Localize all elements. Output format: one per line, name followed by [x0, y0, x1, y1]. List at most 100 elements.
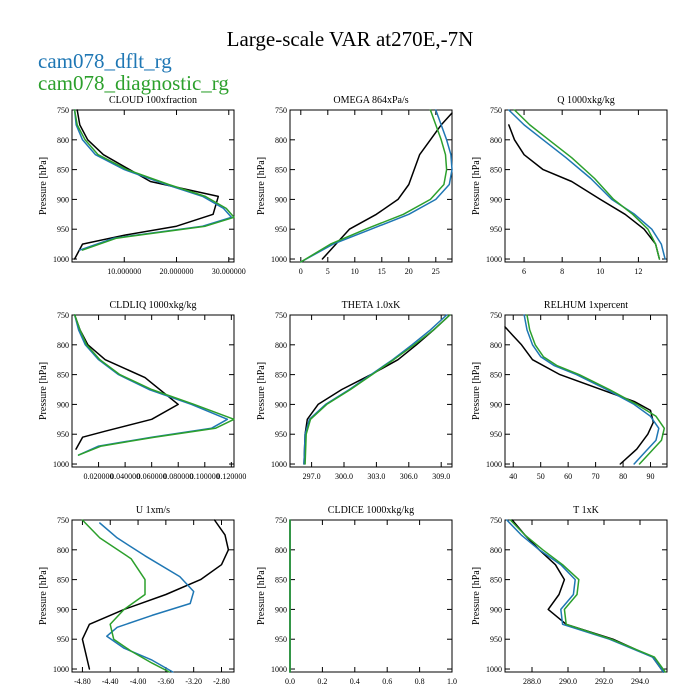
- x-tick-label: 0.060000: [137, 472, 167, 481]
- x-tick-label: 288.0: [523, 677, 541, 686]
- y-tick-label: 800: [490, 546, 502, 555]
- y-tick-label: 1000: [486, 255, 502, 264]
- panel-7: U 1xm/s Pressure [hPa] 750 800 850 900 950 1000…: [38, 505, 235, 686]
- series-line-3: [304, 314, 451, 465]
- y-axis-label: Pressure [hPa]: [471, 157, 482, 215]
- x-tick-label: 0.100000: [190, 472, 220, 481]
- panel-title: CLDICE 1000xkg/kg: [328, 505, 414, 516]
- y-tick-label: 750: [275, 516, 287, 525]
- panel-title: RELHUM 1xpercent: [544, 300, 628, 311]
- x-tick-label: 0: [299, 267, 303, 276]
- y-tick-label: 750: [57, 106, 69, 115]
- y-tick-label: 750: [490, 311, 502, 320]
- x-tick-label: 0.6: [382, 677, 392, 686]
- x-tick-label: 297.0: [303, 472, 321, 481]
- x-tick-label: -3.60: [158, 677, 175, 686]
- y-tick-label: 950: [275, 225, 287, 234]
- y-tick-label: 1000: [53, 255, 69, 264]
- panel-title: OMEGA 864xPa/s: [333, 95, 408, 106]
- y-tick-label: 950: [490, 430, 502, 439]
- panel-title: Q 1000xkg/kg: [557, 95, 615, 106]
- plot-frame: [289, 519, 453, 673]
- series-line-2: [523, 314, 660, 465]
- series-line-3: [526, 314, 666, 465]
- x-tick-label: 0.040000: [110, 472, 140, 481]
- y-tick-label: 950: [490, 635, 502, 644]
- series-line-2: [99, 522, 195, 673]
- panel-1: CLOUD 100xfraction Pressure [hPa] 750 800 85…: [38, 95, 246, 276]
- series-line-2: [73, 314, 229, 456]
- y-tick-label: 950: [57, 635, 69, 644]
- y-axis-label: Pressure [hPa]: [471, 362, 482, 420]
- y-tick-label: 800: [490, 341, 502, 350]
- y-axis-label: Pressure [hPa]: [471, 567, 482, 625]
- series-line-3: [81, 519, 171, 673]
- y-tick-label: 850: [275, 166, 287, 175]
- y-tick-label: 1000: [53, 460, 69, 469]
- series-line-3: [73, 109, 235, 251]
- x-tick-label: 90: [647, 472, 655, 481]
- x-tick-label: 15: [378, 267, 386, 276]
- x-tick-label: -2.80: [213, 677, 230, 686]
- y-tick-label: 850: [275, 576, 287, 585]
- x-tick-label: 10: [596, 267, 604, 276]
- x-tick-label: 12: [634, 267, 642, 276]
- y-tick-label: 750: [490, 516, 502, 525]
- panel-6: RELHUM 1xpercent Pressure [hPa] 750 800 850 9…: [471, 300, 668, 481]
- series-line-2: [300, 109, 453, 263]
- x-tick-label: 25: [432, 267, 440, 276]
- x-tick-label: 0.080000: [163, 472, 193, 481]
- figure-title: Large-scale VAR at270E,-7N: [226, 27, 474, 51]
- y-tick-label: 950: [490, 225, 502, 234]
- y-tick-label: 900: [490, 400, 502, 409]
- x-tick-label: -4.00: [130, 677, 147, 686]
- x-tick-label: 292.0: [595, 677, 613, 686]
- y-tick-label: 850: [490, 371, 502, 380]
- panel-title: U 1xm/s: [136, 505, 170, 516]
- y-axis-label: Pressure [hPa]: [256, 362, 267, 420]
- x-tick-label: 70: [592, 472, 600, 481]
- x-tick-label: 0.020000: [84, 472, 114, 481]
- x-tick-label: 0.0: [285, 677, 295, 686]
- panel-3: Q 1000xkg/kg Pressure [hPa] 750 800 850 900 95…: [471, 95, 668, 276]
- plot-frame: [504, 314, 668, 468]
- series-line-1: [303, 314, 451, 465]
- series-line-1: [504, 326, 655, 465]
- y-tick-label: 800: [275, 341, 287, 350]
- x-tick-label: 10: [351, 267, 359, 276]
- y-axis-label: Pressure [hPa]: [38, 362, 49, 420]
- x-tick-label: 309.0: [432, 472, 450, 481]
- panel-title: CLDLIQ 1000xkg/kg: [110, 300, 197, 311]
- y-tick-label: 750: [275, 311, 287, 320]
- x-tick-label: 30.000000: [212, 267, 246, 276]
- panel-2: OMEGA 864xPa/s Pressure [hPa] 750 800 850 900…: [256, 95, 453, 276]
- y-tick-label: 850: [57, 576, 69, 585]
- y-axis-label: Pressure [hPa]: [256, 567, 267, 625]
- y-tick-label: 900: [57, 195, 69, 204]
- legend-entry-diagnostic: cam078_diagnostic_rg: [38, 71, 229, 95]
- y-tick-label: 750: [57, 516, 69, 525]
- plot-frame: [71, 519, 235, 673]
- y-tick-label: 950: [57, 225, 69, 234]
- panel-9: T 1xK Pressure [hPa] 750 800 850 900 950 1000 28…: [471, 505, 668, 686]
- x-tick-label: 290.0: [559, 677, 577, 686]
- series-line-1: [81, 519, 230, 670]
- x-tick-label: 20.000000: [160, 267, 194, 276]
- y-tick-label: 900: [275, 400, 287, 409]
- y-tick-label: 850: [490, 576, 502, 585]
- x-tick-label: 80: [619, 472, 627, 481]
- x-tick-label: 8: [560, 267, 564, 276]
- y-tick-label: 800: [275, 136, 287, 145]
- x-tick-label: 6: [522, 267, 526, 276]
- x-tick-label: 0.120000: [216, 472, 246, 481]
- y-tick-label: 900: [57, 400, 69, 409]
- series-line-2: [506, 519, 665, 673]
- y-tick-label: 900: [275, 605, 287, 614]
- plot-frame: [71, 109, 235, 263]
- x-tick-label: 0.2: [317, 677, 327, 686]
- y-tick-label: 800: [490, 136, 502, 145]
- x-tick-label: 0.8: [415, 677, 425, 686]
- y-tick-label: 1000: [486, 665, 502, 674]
- series-line-1: [508, 124, 661, 260]
- series-line-3: [513, 109, 661, 260]
